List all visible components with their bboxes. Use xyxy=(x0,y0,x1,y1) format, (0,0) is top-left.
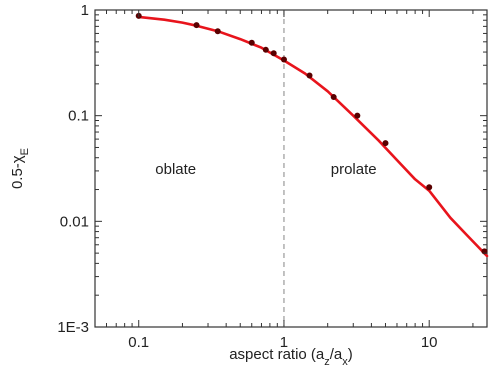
y-tick-label: 1E-3 xyxy=(57,319,89,336)
fit-curve xyxy=(137,15,489,258)
data-point xyxy=(330,94,337,101)
plot-border xyxy=(94,9,488,328)
tick-layer: 0.1 1 10 1E-3 0.01 0.1 1 xyxy=(57,2,487,351)
x-axis-label: aspect ratio (az/ax) xyxy=(229,346,353,368)
data-point xyxy=(193,22,200,29)
data-point xyxy=(306,72,313,79)
plot-frame xyxy=(94,9,488,328)
data-point xyxy=(382,140,389,147)
data-point xyxy=(262,46,269,53)
data-point xyxy=(270,50,277,57)
data-point xyxy=(426,184,433,191)
y-tick-label: 0.1 xyxy=(68,108,89,125)
data-point xyxy=(248,39,255,46)
data-point xyxy=(214,28,221,35)
x-tick-label: 0.1 xyxy=(128,334,149,351)
data-point xyxy=(354,112,361,119)
y-tick-label: 1 xyxy=(81,2,89,19)
annotation-oblate: oblate xyxy=(155,161,196,178)
x-tick-label: 10 xyxy=(421,334,438,351)
y-axis-label: 0.5-χE xyxy=(9,148,31,189)
y-tick-label: 0.01 xyxy=(60,213,89,230)
annotation-prolate: prolate xyxy=(331,161,377,178)
curve-layer xyxy=(137,15,489,258)
x-tick-label: 1 xyxy=(280,334,288,351)
points-layer xyxy=(135,12,488,255)
data-point xyxy=(280,56,287,63)
